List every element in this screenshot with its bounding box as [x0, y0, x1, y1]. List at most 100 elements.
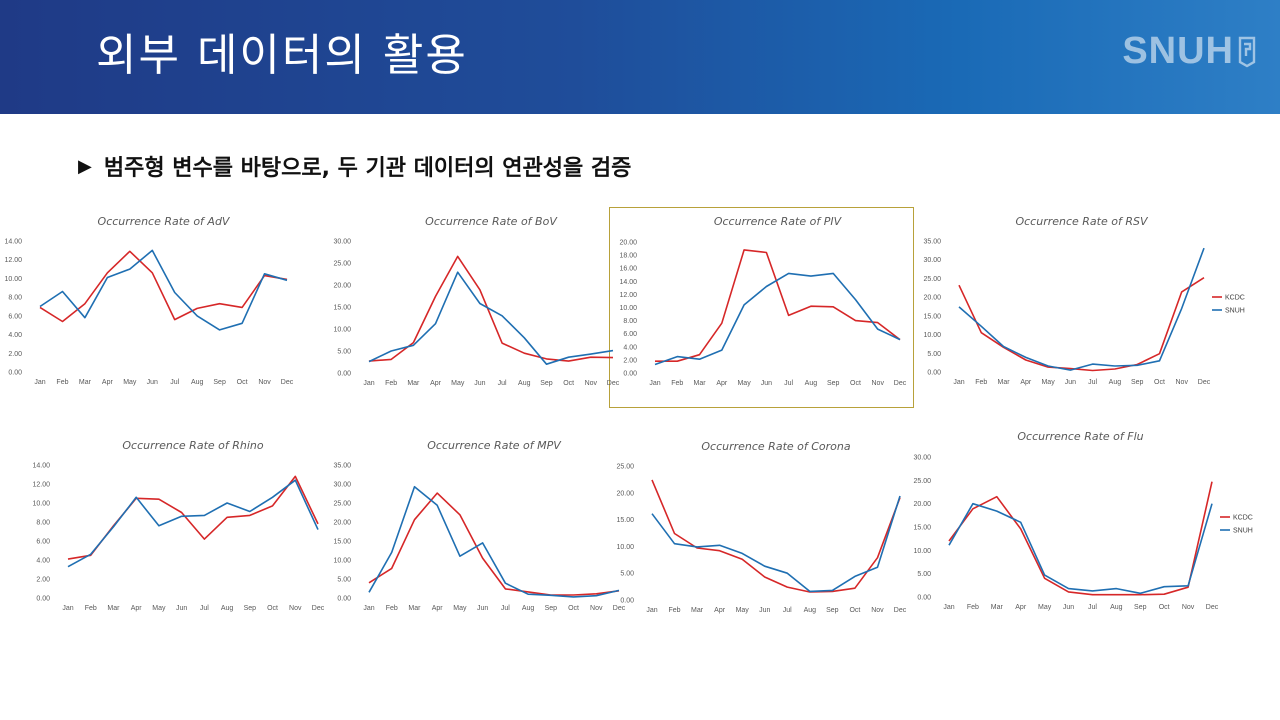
series-line-kcdc: [958, 277, 1205, 372]
y-tick-label: 5.00: [927, 351, 941, 358]
series-line-kcdc: [948, 481, 1213, 596]
y-tick-label: 0.00: [927, 370, 941, 377]
chart-corona: Occurrence Rate of Corona 0.00 5.00 10.00 15…: [612, 435, 912, 614]
x-tick-label: Oct: [563, 380, 574, 387]
x-tick-label: Jul: [783, 607, 792, 614]
x-tick-label: Jun: [147, 379, 158, 386]
y-tick-label: 10.00: [619, 305, 637, 312]
y-tick-label: 10.00: [333, 327, 351, 334]
y-tick-label: 16.00: [619, 266, 637, 273]
x-tick-label: Sep: [1131, 379, 1144, 386]
series-line-snuh: [654, 272, 901, 366]
y-tick-label: 30.00: [913, 455, 931, 462]
x-tick-label: Jul: [1088, 604, 1097, 611]
x-tick-label: May: [736, 607, 750, 614]
x-tick-label: Feb: [975, 379, 987, 386]
chart-title: Occurrence Rate of RSV: [1015, 215, 1149, 228]
y-tick-label: 30.00: [923, 257, 941, 264]
x-tick-label: Aug: [522, 605, 535, 612]
x-tick-label: Mar: [79, 379, 92, 386]
x-tick-label: Feb: [85, 605, 97, 612]
x-tick-label: Jan: [62, 605, 73, 612]
x-tick-label: Mar: [407, 380, 420, 387]
x-tick-label: Jan: [34, 379, 45, 386]
x-tick-label: Feb: [385, 380, 397, 387]
series-line-kcdc: [368, 255, 614, 362]
series-line-snuh: [651, 495, 901, 593]
x-tick-label: Sep: [540, 380, 553, 387]
chart-rhino: Occurrence Rate of Rhino 0.00 2.00 4.00 6.00…: [28, 435, 328, 613]
x-tick-label: Apr: [102, 379, 114, 386]
x-tick-label: Dec: [1206, 604, 1219, 611]
x-tick-label: Jan: [363, 380, 374, 387]
x-tick-label: Oct: [267, 605, 278, 612]
chart-rsv: Occurrence Rate of RSV 0.00 5.00 10.00 15.00…: [915, 212, 1265, 390]
y-tick-label: 12.00: [619, 292, 637, 299]
x-tick-label: Aug: [221, 605, 234, 612]
x-tick-label: Dec: [312, 605, 325, 612]
series-line-kcdc: [655, 249, 901, 362]
y-tick-label: 14.00: [619, 279, 637, 286]
y-tick-label: 0.00: [917, 595, 931, 602]
chart-bov: Occurrence Rate of BoV 0.00 5.00 10.00 15.00…: [330, 212, 620, 390]
x-tick-label: Sep: [545, 605, 558, 612]
chart-svg-corona: Occurrence Rate of Corona 0.00 5.00 10.00 15…: [616, 440, 907, 614]
x-tick-label: May: [451, 380, 465, 387]
y-tick-label: 0.00: [620, 598, 634, 605]
legend-label-snuh: SNUH: [1225, 308, 1245, 315]
y-tick-label: 6.00: [623, 331, 637, 338]
series-line-kcdc: [39, 250, 288, 323]
y-tick-label: 2.00: [8, 351, 22, 358]
y-tick-label: 5.00: [917, 571, 931, 578]
x-tick-label: Nov: [585, 380, 598, 387]
x-tick-label: Aug: [1109, 379, 1122, 386]
x-tick-label: Nov: [1176, 379, 1189, 386]
x-tick-label: Oct: [850, 380, 861, 387]
y-tick-label: 0.00: [337, 596, 351, 603]
x-tick-label: May: [1041, 379, 1055, 386]
y-tick-label: 20.00: [616, 490, 634, 497]
x-tick-label: Mar: [998, 379, 1011, 386]
y-tick-label: 30.00: [333, 239, 351, 246]
chart-title: Occurrence Rate of PIV: [714, 215, 843, 228]
x-tick-label: Aug: [1110, 604, 1123, 611]
x-tick-label: Nov: [590, 605, 603, 612]
x-tick-label: Jun: [474, 380, 485, 387]
series-line-snuh: [67, 479, 319, 568]
x-tick-label: Sep: [213, 379, 226, 386]
x-tick-label: Dec: [894, 607, 907, 614]
x-tick-label: Nov: [871, 607, 884, 614]
x-tick-label: Apr: [716, 380, 728, 387]
legend-label-kcdc: KCDC: [1225, 295, 1245, 302]
x-tick-label: Sep: [1134, 604, 1147, 611]
x-tick-label: Sep: [826, 607, 839, 614]
x-tick-label: Jan: [953, 379, 964, 386]
x-tick-label: Apr: [714, 607, 726, 614]
page-title: 외부 데이터의 활용: [96, 30, 468, 81]
y-tick-label: 20.00: [619, 240, 637, 247]
y-tick-label: 35.00: [333, 463, 351, 470]
y-tick-label: 25.00: [333, 261, 351, 268]
x-tick-label: Feb: [967, 604, 979, 611]
x-tick-label: Apr: [131, 605, 143, 612]
x-tick-label: Feb: [386, 605, 398, 612]
y-tick-label: 15.00: [333, 539, 351, 546]
y-tick-label: 0.00: [623, 371, 637, 378]
series-line-kcdc: [368, 492, 620, 596]
x-tick-label: Dec: [281, 379, 294, 386]
y-tick-label: 12.00: [32, 482, 50, 489]
chart-title: Occurrence Rate of Corona: [701, 440, 851, 453]
y-tick-label: 20.00: [333, 520, 351, 527]
highlight-box-piv: [609, 207, 914, 408]
x-tick-label: Jul: [1088, 379, 1097, 386]
x-tick-label: Oct: [568, 605, 579, 612]
chart-svg-flu: Occurrence Rate of Flu 0.00 5.00 10.00 15.00…: [913, 430, 1252, 611]
chart-svg-adv: Occurrence Rate of AdV 0.00 2.00 4.00 6.00 8.…: [4, 215, 294, 386]
chart-title: Occurrence Rate of Rhino: [122, 439, 264, 452]
y-tick-label: 10.00: [913, 548, 931, 555]
x-tick-label: Jun: [759, 607, 770, 614]
x-tick-label: Aug: [191, 379, 204, 386]
series-line-snuh: [368, 271, 614, 365]
chart-piv: Occurrence Rate of PIV 0.00 2.00 4.00 6.00 8.…: [612, 212, 912, 390]
subtitle: ▶ 범주형 변수를 바탕으로, 두 기관 데이터의 연관성을 검증: [78, 150, 631, 182]
